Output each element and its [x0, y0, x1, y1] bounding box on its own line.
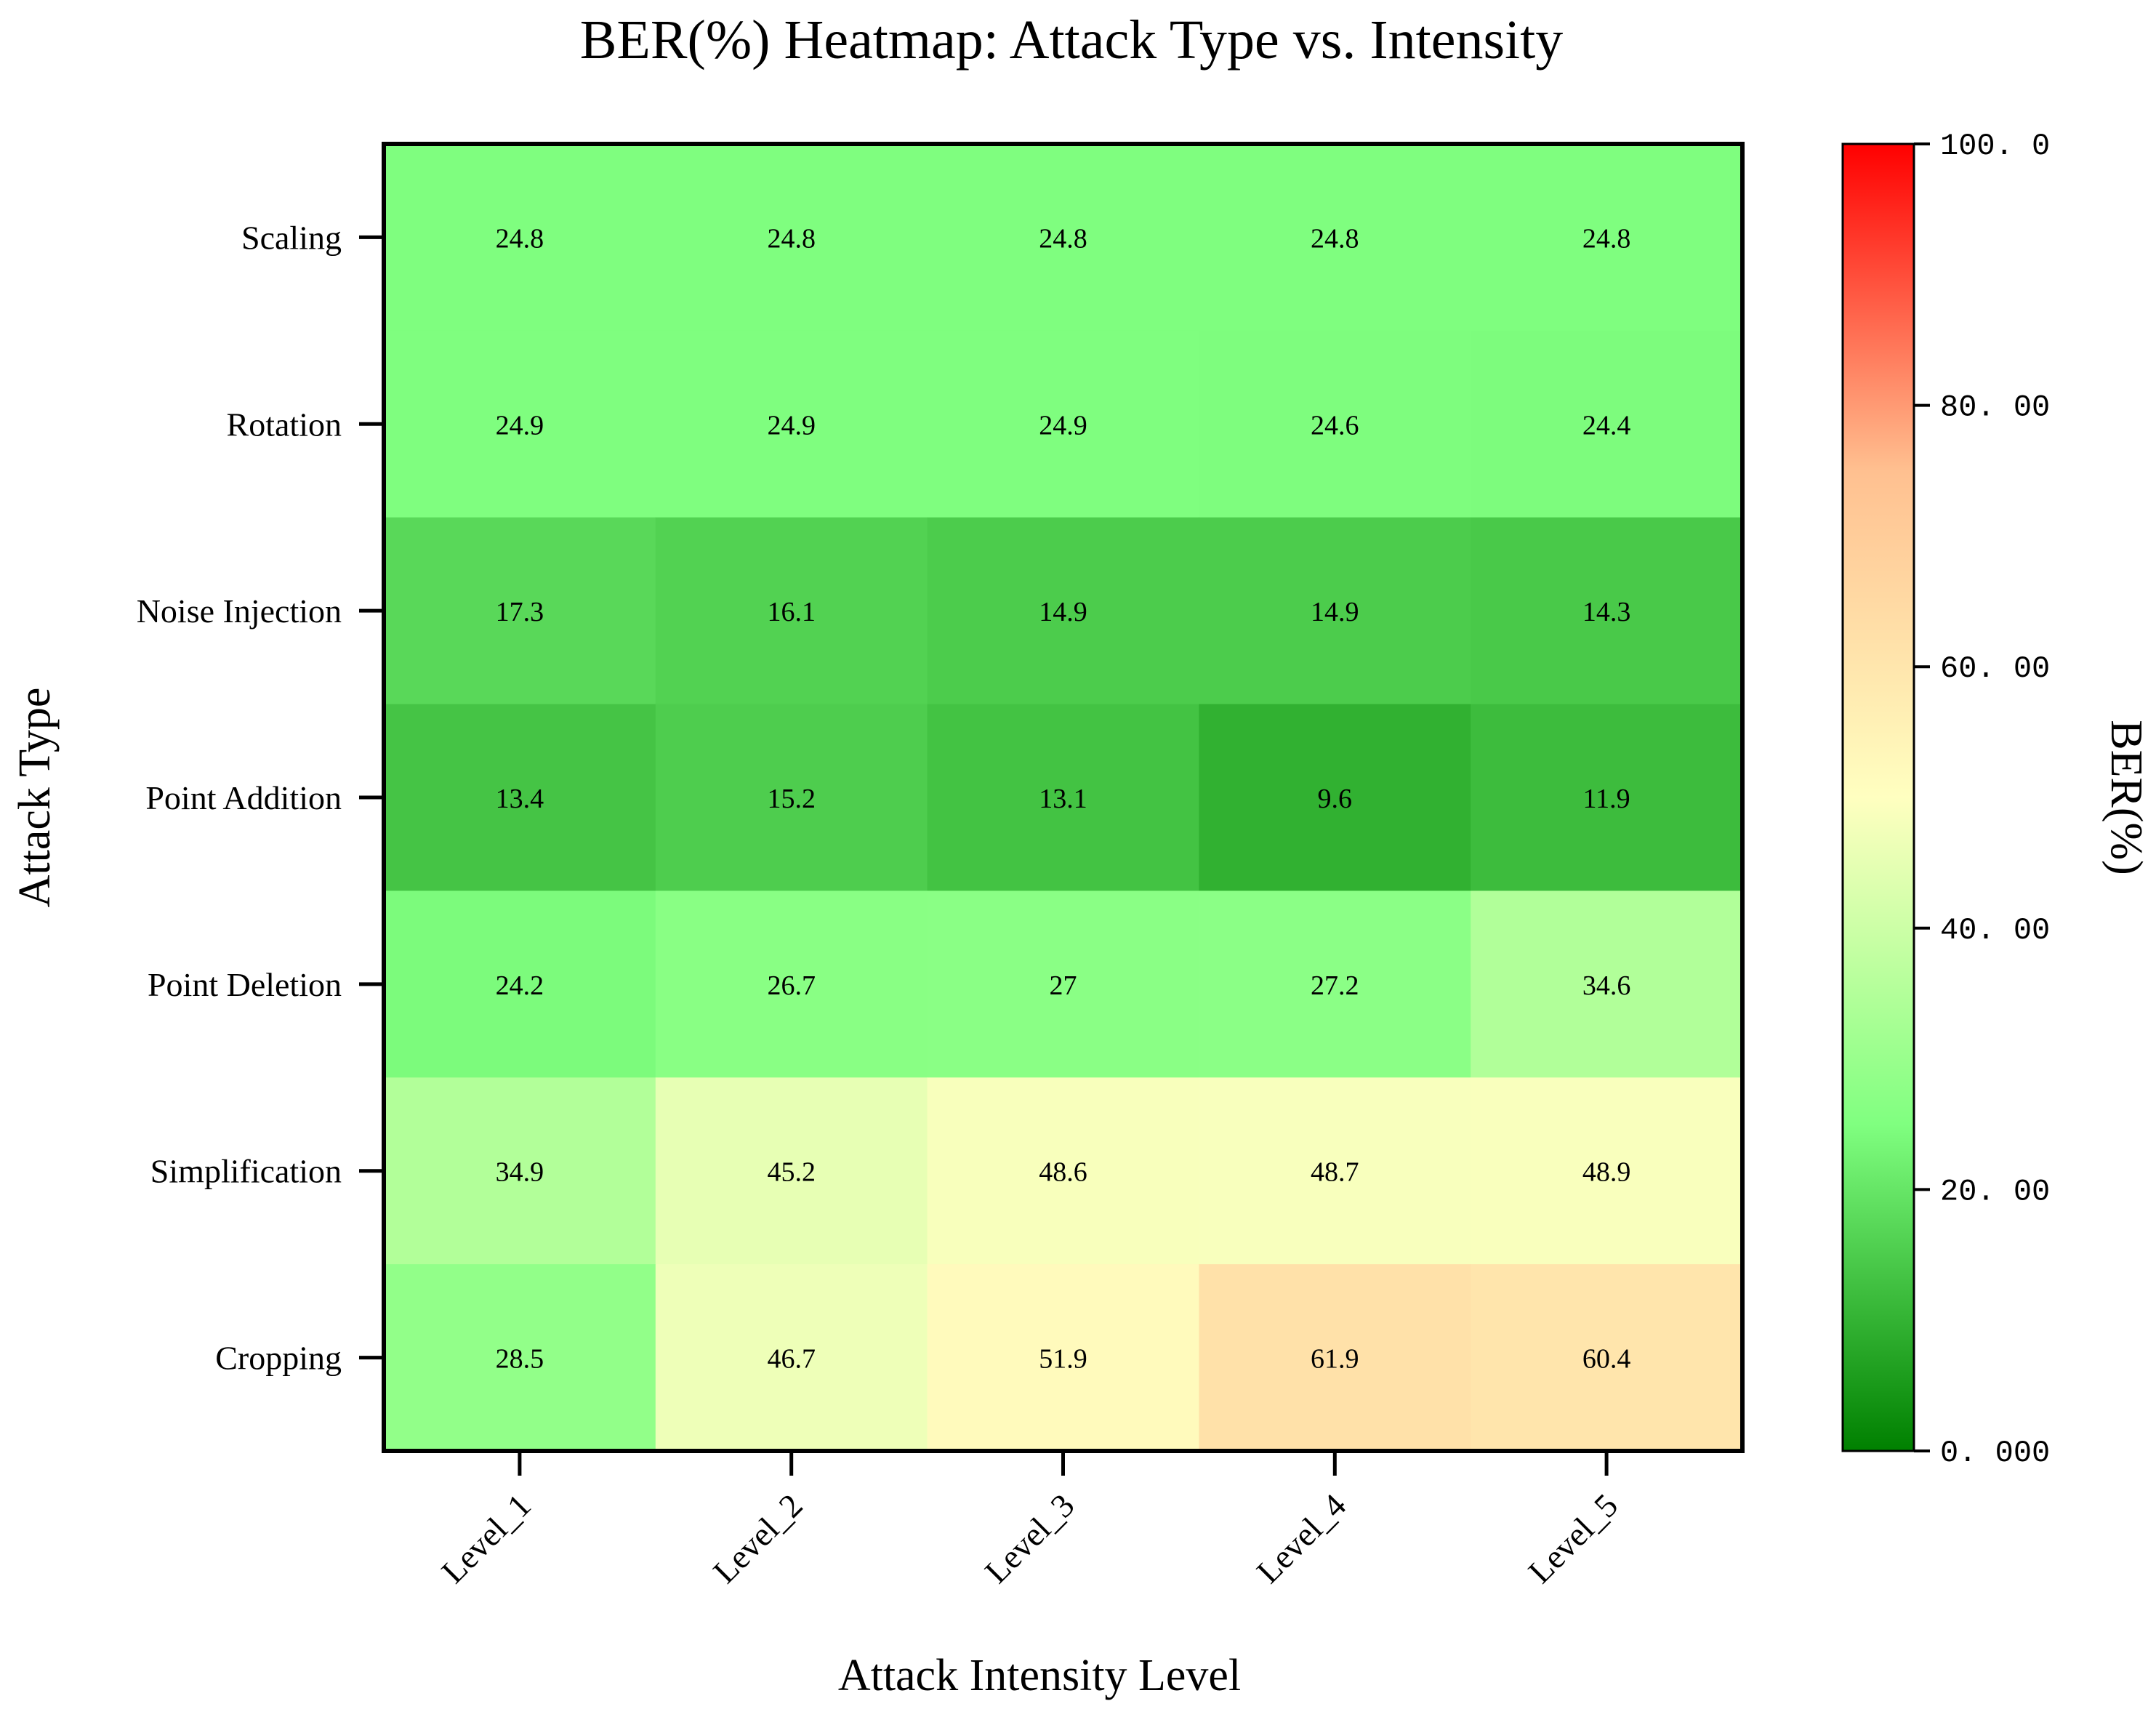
cell-value-label: 48.9 — [1582, 1157, 1631, 1188]
colorbar — [1841, 142, 1915, 1452]
heatmap-cell — [655, 1264, 928, 1452]
colorbar-label: BER(%) — [2101, 720, 2151, 875]
colorbar-tick-label: 20. 00 — [1940, 1174, 2050, 1209]
heatmap-cell — [927, 890, 1199, 1078]
y-tick-label: Cropping — [215, 1340, 342, 1377]
heatmap-cell — [1471, 704, 1743, 891]
heatmap-cell — [1199, 1264, 1471, 1452]
cell-value-label: 16.1 — [767, 597, 816, 627]
heatmap-cell — [384, 704, 656, 891]
cell-value-label: 34.9 — [496, 1157, 544, 1188]
cell-value-label: 24.9 — [1039, 410, 1087, 441]
cell-value-label: 24.2 — [496, 970, 544, 1001]
cell-value-label: 61.9 — [1311, 1344, 1359, 1375]
colorbar-tick-label: 60. 00 — [1940, 651, 2050, 686]
cell-value-label: 45.2 — [767, 1157, 816, 1188]
heatmap-cell — [1199, 890, 1471, 1078]
colorbar-ticks: 0. 000 20. 00 40. 00 60. 00 80. 00 100. 0 — [1914, 129, 2050, 1471]
heatmap-cell — [1199, 517, 1471, 705]
heatmap-cell — [1199, 1077, 1471, 1265]
y-axis-ticks: Scaling Rotation Noise Injection Point Addi… — [137, 219, 384, 1377]
heatmap-cell — [1199, 144, 1471, 331]
heatmap-cell — [1471, 1264, 1743, 1452]
heatmap-cell — [384, 144, 656, 331]
heatmap-cell — [1471, 1077, 1743, 1265]
heatmap-cell — [655, 890, 928, 1078]
cell-value-label: 13.4 — [496, 784, 544, 814]
heatmap-cell — [1199, 330, 1471, 518]
y-tick-label: Scaling — [241, 219, 342, 256]
heatmap-cell — [1471, 890, 1743, 1078]
heatmap-cell — [384, 1077, 656, 1265]
heatmap-cell — [655, 330, 928, 518]
cell-value-label: 14.3 — [1582, 597, 1631, 627]
heatmap-cell — [384, 890, 656, 1078]
cell-value-label: 28.5 — [496, 1344, 544, 1375]
cell-value-label: 24.9 — [496, 410, 544, 441]
cell-value-label: 9.6 — [1318, 784, 1353, 814]
colorbar-tick-label: 0. 000 — [1940, 1436, 2050, 1471]
cell-value-label: 24.8 — [1039, 223, 1087, 254]
heatmap-cell — [1199, 704, 1471, 891]
y-tick-label: Noise Injection — [137, 592, 342, 630]
cell-value-label: 60.4 — [1582, 1344, 1631, 1375]
heatmap-cell — [655, 1077, 928, 1265]
cell-value-label: 24.4 — [1582, 410, 1631, 441]
y-tick-label: Point Deletion — [148, 966, 342, 1003]
cell-value-label: 11.9 — [1583, 784, 1630, 814]
cell-value-label: 26.7 — [767, 970, 816, 1001]
cell-value-label: 14.9 — [1311, 597, 1359, 627]
heatmap-cell — [927, 144, 1199, 331]
heatmap-cell — [384, 1264, 656, 1452]
heatmap-cell — [384, 517, 656, 705]
cell-value-label: 27 — [1050, 970, 1077, 1001]
heatmap-cells — [384, 144, 1743, 1452]
colorbar-tick-label: 100. 0 — [1940, 129, 2050, 164]
cell-value-label: 51.9 — [1039, 1344, 1087, 1375]
cell-value-label: 48.7 — [1311, 1157, 1359, 1188]
cell-value-label: 13.1 — [1039, 784, 1087, 814]
heatmap-cell — [384, 330, 656, 518]
heatmap-cell — [1471, 330, 1743, 518]
heatmap-cell — [927, 517, 1199, 705]
chart-title: BER(%) Heatmap: Attack Type vs. Intensit… — [580, 9, 1564, 71]
heatmap-cell — [927, 1077, 1199, 1265]
heatmap-cell — [655, 704, 928, 891]
colorbar-tick-label: 80. 00 — [1940, 390, 2050, 425]
heatmap-cell — [927, 1264, 1199, 1452]
heatmap-cell-labels: 24.8 24.8 24.8 24.8 24.8 24.9 24.9 24.9 24.6 24.4… — [496, 223, 1631, 1374]
cell-value-label: 14.9 — [1039, 597, 1087, 627]
y-tick-label: Rotation — [227, 406, 342, 443]
heatmap-cell — [927, 704, 1199, 891]
cell-value-label: 15.2 — [767, 784, 816, 814]
x-axis-label: Attack Intensity Level — [838, 1651, 1241, 1700]
cell-value-label: 27.2 — [1311, 970, 1359, 1001]
cell-value-label: 24.8 — [496, 223, 544, 254]
cell-value-label: 24.9 — [767, 410, 816, 441]
cell-value-label: 24.8 — [767, 223, 816, 254]
heatmap-cell — [1471, 517, 1743, 705]
cell-value-label: 24.8 — [1582, 223, 1631, 254]
cell-value-label: 24.8 — [1311, 223, 1359, 254]
y-tick-label: Simplification — [150, 1153, 342, 1190]
heatmap-cell — [655, 517, 928, 705]
cell-value-label: 24.6 — [1311, 410, 1359, 441]
y-axis-label: Attack Type — [10, 688, 60, 908]
heatmap-cell — [1471, 144, 1743, 331]
heatmap-cell — [655, 144, 928, 331]
cell-value-label: 17.3 — [496, 597, 544, 627]
cell-value-label: 34.6 — [1582, 970, 1631, 1001]
heatmap-cell — [927, 330, 1199, 518]
colorbar-tick-label: 40. 00 — [1940, 913, 2050, 948]
cell-value-label: 48.6 — [1039, 1157, 1087, 1188]
y-tick-label: Point Addition — [145, 779, 342, 816]
cell-value-label: 46.7 — [767, 1344, 816, 1375]
